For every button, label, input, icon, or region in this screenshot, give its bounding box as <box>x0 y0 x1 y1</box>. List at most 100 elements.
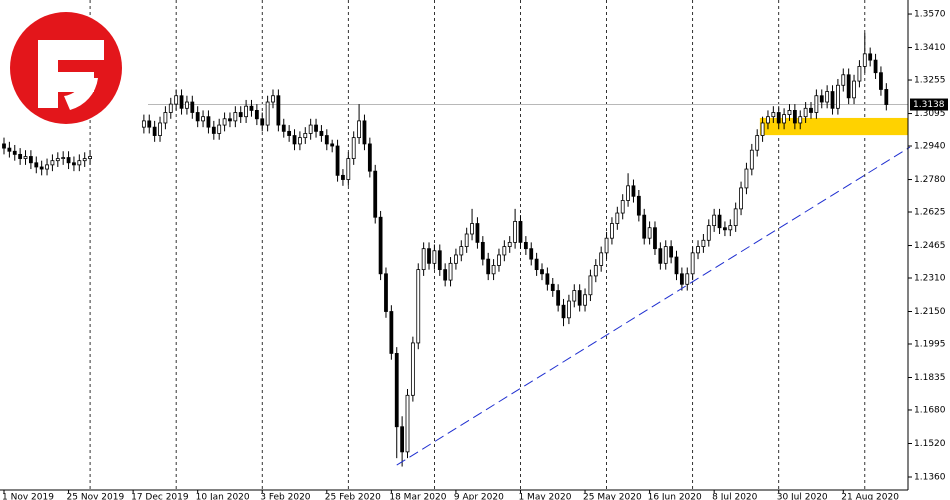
y-tick-label: 1.3095 <box>914 109 946 119</box>
candle-body <box>72 162 76 166</box>
y-tick-label: 1.1995 <box>914 339 946 349</box>
candle-body <box>459 246 464 256</box>
candle-body <box>486 258 491 275</box>
candle-body <box>335 145 340 176</box>
x-tick-label: 25 Nov 2019 <box>67 493 125 500</box>
x-tick-label: 3 Feb 2020 <box>260 493 311 500</box>
candle-body <box>550 283 555 291</box>
candle-body <box>631 185 636 197</box>
candle-body <box>852 80 856 99</box>
candle-body <box>443 269 448 281</box>
candle-body <box>862 53 867 67</box>
candle-body <box>179 95 184 109</box>
candle-body <box>540 269 544 275</box>
candle-body <box>830 91 835 109</box>
candle-body <box>782 114 786 124</box>
x-tick-label: 1 May 2020 <box>518 493 571 500</box>
candle-body <box>669 246 674 258</box>
candle-body <box>846 74 851 99</box>
candle-body <box>690 252 695 275</box>
y-tick-label: 1.2465 <box>914 241 946 251</box>
candle-body <box>577 290 582 306</box>
candle-body <box>567 300 571 319</box>
candle-body <box>658 248 663 264</box>
candle-body <box>534 258 539 271</box>
candle-body <box>34 162 39 168</box>
candle-body <box>373 170 378 218</box>
candle-body <box>319 130 324 136</box>
candle-body <box>733 208 738 227</box>
candle-body <box>265 101 270 126</box>
candle-body <box>206 116 211 128</box>
trendline <box>396 146 911 466</box>
candle-body <box>39 166 44 170</box>
candle-body <box>249 105 254 111</box>
candle-body <box>244 105 249 118</box>
y-tick-label: 1.2150 <box>914 307 946 317</box>
candle-body <box>254 110 259 120</box>
candle-body <box>28 156 33 164</box>
logo-arc <box>64 78 98 110</box>
candle-body <box>626 185 630 201</box>
candle-body <box>271 95 275 103</box>
candle-body <box>787 110 792 115</box>
candle-body <box>653 227 657 250</box>
candle-body <box>507 241 512 247</box>
candle-body <box>480 241 485 260</box>
candle-body <box>314 124 318 132</box>
candle-body <box>884 89 889 105</box>
candle-body <box>771 112 776 118</box>
support-zone <box>759 117 908 136</box>
candle-body <box>346 158 351 180</box>
candle-body <box>276 95 281 126</box>
y-tick-label: 1.2310 <box>914 273 946 283</box>
y-tick-label: 1.3410 <box>914 43 946 53</box>
x-tick-label: 25 Feb 2020 <box>325 493 381 500</box>
candle-body <box>836 84 840 109</box>
candle-body <box>663 246 668 264</box>
candle-body <box>324 135 329 145</box>
candle-body <box>292 135 297 145</box>
logo-circle <box>10 12 122 124</box>
candle-body <box>303 133 308 139</box>
candle-body <box>809 107 813 113</box>
candle-body <box>18 153 23 159</box>
candle-body <box>583 294 587 306</box>
candle-body <box>50 160 55 166</box>
candle-body <box>766 116 770 124</box>
candle-body <box>416 269 421 344</box>
candle-body <box>615 212 620 224</box>
candle-body <box>497 254 501 266</box>
candle-body <box>841 74 846 86</box>
candle-body <box>561 304 566 319</box>
candle-body <box>82 158 87 162</box>
candle-body <box>636 195 641 216</box>
x-tick-label: 1 Nov 2019 <box>2 493 54 500</box>
candle-body <box>287 130 292 136</box>
candle-body <box>604 237 609 254</box>
x-tick-label: 9 Apr 2020 <box>454 493 504 500</box>
last-price-label: 1.3138 <box>913 100 945 110</box>
candle-body <box>776 112 781 124</box>
candle-body <box>792 110 797 124</box>
candle-body <box>147 120 152 128</box>
candle-body <box>410 342 415 396</box>
plot-area <box>2 0 911 490</box>
candle-body <box>593 265 598 277</box>
candle-body <box>330 143 335 147</box>
candle-body <box>679 273 684 285</box>
y-tick-label: 1.1520 <box>914 439 946 449</box>
candle-body <box>260 118 265 126</box>
candle-body <box>238 112 243 118</box>
candle-body <box>749 149 754 170</box>
y-tick-label: 1.2625 <box>914 208 946 218</box>
candle-body <box>723 227 727 231</box>
candle-body <box>185 101 189 109</box>
candle-body <box>2 143 6 149</box>
candle-body <box>513 221 517 243</box>
candle-body <box>696 246 700 254</box>
y-tick-label: 1.2780 <box>914 175 946 185</box>
y-tick-label: 1.1835 <box>914 373 946 383</box>
x-tick-label: 18 Mar 2020 <box>389 493 446 500</box>
candle-body <box>211 126 216 134</box>
